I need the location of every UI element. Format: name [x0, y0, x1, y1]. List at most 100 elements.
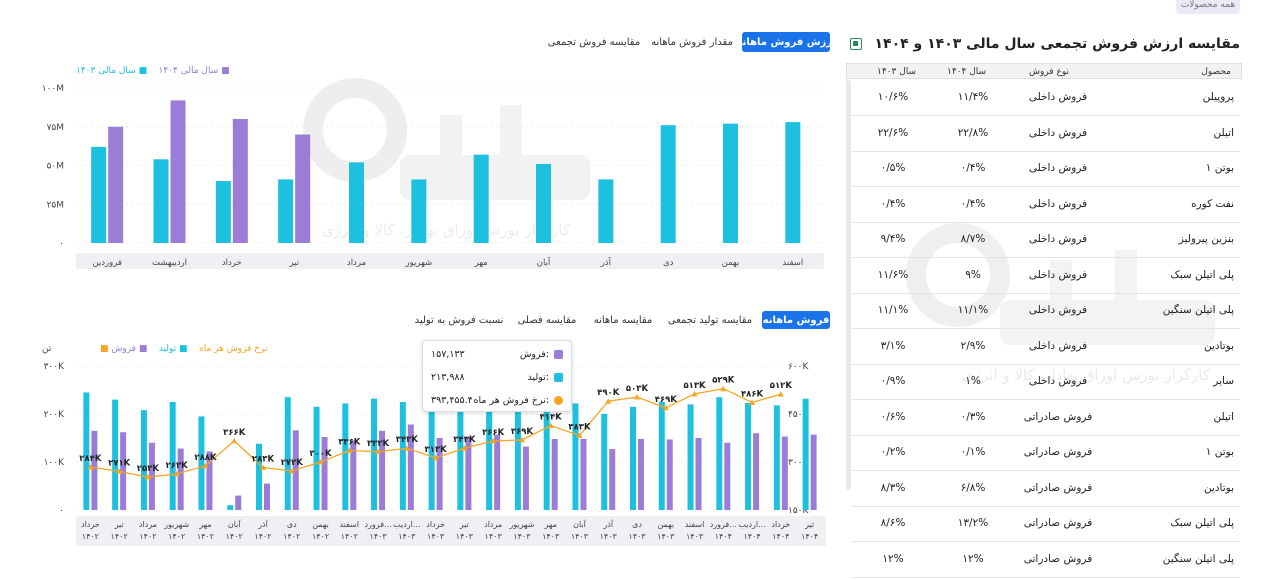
tab-seasonal-compare[interactable]: مقایسه فصلی: [517, 314, 577, 326]
legend-rate[interactable]: ■ نرخ فروش هر ماه: [100, 344, 268, 354]
legend-1404[interactable]: ■ سال مالی ۱۴۰۴: [158, 66, 230, 76]
bar-sales: [350, 440, 357, 510]
y-left-tick-label: ۳۰۰K: [44, 362, 66, 372]
x-tick-year: ۱۴۰۳: [686, 532, 704, 541]
rate-point: [547, 422, 554, 429]
product-cell: بوتن ۱: [1205, 162, 1234, 174]
table-row[interactable]: بوتن ۱ فروش داخلی ۰/۴% ۰/۵%: [852, 151, 1240, 187]
value-1404-cell: ۶/۸%: [960, 481, 986, 494]
y-left-tick-label: ۰: [59, 506, 64, 516]
product-cell: پلی اتیلن سبک: [1170, 268, 1234, 281]
bar-production: [486, 398, 493, 510]
th-product: محصول: [1201, 67, 1231, 77]
x-tick-year: ۱۴۰۳: [456, 532, 474, 541]
tab-monthly-sales-amount[interactable]: مقدار فروش ماهانه: [651, 36, 733, 48]
rate-point: [461, 445, 468, 451]
legend-sales[interactable]: ■ فروش: [111, 344, 148, 354]
tooltip-rate-label: نرخ فروش هر ماه:: [473, 395, 549, 406]
tab-cumulative-sales-compare[interactable]: مقایسه فروش تجمعی: [547, 36, 641, 48]
rate-point: [777, 391, 784, 397]
y-right-tick-label: ۶۰۰K: [788, 362, 810, 372]
table-row[interactable]: پلی اتیلن سبک فروش صادراتی ۱۳/۲% ۸/۶%: [852, 506, 1240, 542]
tab-monthly-sales-value[interactable]: ارزش فروش ماهانه: [737, 32, 835, 52]
bar-sales: [235, 495, 242, 510]
table-row[interactable]: بوتن ۱ فروش صادراتی ۰/۱% ۰/۲%: [852, 435, 1240, 471]
bar-sales: [753, 433, 760, 510]
table-row[interactable]: بنزین پیرولیز فروش داخلی ۸/۷% ۹/۴%: [852, 222, 1240, 258]
table-scrollbar[interactable]: [846, 80, 851, 490]
table-title: مقایسه ارزش فروش تجمعی سال مالی ۱۴۰۳ و ۱…: [874, 36, 1240, 52]
value-1403-cell: ۱۰/۶%: [877, 91, 909, 103]
x-tick-label: تیر: [288, 258, 299, 268]
rate-data-label: ۵۰۳K: [626, 384, 649, 394]
bar-1403: [598, 179, 614, 243]
value-1403-cell: ۱۲%: [882, 552, 904, 565]
bar-production: [572, 403, 579, 510]
table-row[interactable]: پلی اتیلن سنگین فروش صادراتی ۱۲% ۱۲%: [852, 542, 1240, 578]
value-1404-cell: ۱%: [965, 375, 981, 387]
x-tick-month: اسفند: [340, 520, 360, 529]
rate-data-label: ۲۸۴K: [79, 454, 102, 464]
x-tick-month: اردیب...: [393, 520, 420, 529]
rate-data-label: ۵۱۳K: [683, 381, 706, 391]
rate-point: [749, 399, 756, 405]
rate-data-label: ۲۸۸K: [194, 453, 217, 463]
table-row[interactable]: پلی اتیلن سبک فروش داخلی ۹% ۱۱/۶%: [852, 258, 1240, 294]
bar-1404: [170, 100, 186, 244]
sale-type-cell: فروش داخلی: [1028, 197, 1088, 210]
rate-point: [432, 454, 439, 461]
x-tick-year: ۱۴۰۲: [139, 532, 156, 541]
x-tick-year: ۱۴۰۳: [398, 532, 416, 541]
value-1403-cell: ۰/۵%: [880, 162, 906, 174]
x-tick-label: آذر: [600, 256, 612, 268]
tab-cumulative-production[interactable]: مقایسه تولید تجمعی: [667, 314, 753, 326]
tab-monthly-compare[interactable]: مقایسه ماهانه: [593, 314, 653, 326]
rate-data-label: ۲۷۱K: [108, 458, 131, 468]
tab-sales-production-ratio[interactable]: نسبت فروش به تولید: [414, 314, 504, 326]
bar-1403: [473, 154, 489, 243]
bar-sales: [781, 436, 788, 510]
x-tick-year: ۱۴۰۴: [743, 532, 760, 541]
y-tick-label: ۷۵M: [47, 123, 64, 133]
all-products-badge[interactable]: همه محصولات: [1176, 0, 1240, 14]
rate-point: [720, 385, 727, 392]
bar-sales: [177, 448, 184, 510]
x-tick-month: آبان: [228, 519, 242, 529]
x-tick-year: ۱۴۰۲: [82, 532, 99, 541]
tab-monthly-sales[interactable]: فروش ماهانه: [762, 311, 830, 329]
rate-data-label: ۵۲۹K: [712, 376, 735, 386]
product-cell: بنزین پیرولیز: [1178, 233, 1234, 245]
bar-production: [198, 416, 205, 510]
legend-production[interactable]: ■ تولید: [158, 344, 188, 354]
table-row[interactable]: اتیلن فروش صادراتی ۰/۳% ۰/۶%: [852, 400, 1240, 436]
x-tick-label: اسفند: [782, 258, 803, 268]
bar-sales: [695, 438, 702, 510]
rate-point: [144, 474, 151, 480]
rate-point: [87, 464, 94, 470]
excel-export-icon[interactable]: [850, 38, 862, 50]
product-cell: پلی اتیلن سبک: [1170, 517, 1234, 529]
table-row[interactable]: پروپیلن فروش داخلی ۱۱/۴% ۱۰/۶%: [852, 80, 1240, 116]
bar-production: [284, 397, 291, 510]
table-row[interactable]: پلی اتیلن سنگین فروش داخلی ۱۱/۱% ۱۱/۱%: [852, 293, 1240, 329]
value-1404-cell: ۲۲/۸%: [957, 126, 989, 139]
legend-1403[interactable]: ■ سال مالی ۱۴۰۳: [76, 66, 148, 76]
x-tick-label: خرداد: [222, 258, 242, 268]
rate-point: [490, 437, 497, 444]
rate-data-label: ۴۹۰K: [597, 388, 620, 398]
watermark-tagline: کارگزار بورس اوراق بهادار، کالا و انرژی: [322, 221, 571, 239]
bar-production: [630, 406, 636, 510]
sale-type-cell: فروش صادراتی: [1023, 552, 1093, 565]
table-row[interactable]: بوتادین فروش داخلی ۲/۹% ۳/۱%: [852, 329, 1240, 365]
x-tick-year: ۱۴۰۳: [513, 532, 531, 541]
rate-point: [288, 467, 295, 474]
table-row[interactable]: اتیلن فروش داخلی ۲۲/۸% ۲۲/۶%: [852, 116, 1240, 152]
table-row[interactable]: بوتادین فروش صادراتی ۶/۸% ۸/۳%: [852, 471, 1240, 507]
x-tick-month: بهمن: [657, 520, 674, 529]
table-row[interactable]: نفت کوره فروش داخلی ۰/۴% ۰/۴%: [852, 187, 1240, 223]
rate-point: [346, 447, 353, 453]
table-row[interactable]: سایر فروش داخلی ۱% ۰/۹%: [852, 364, 1240, 400]
bar-sales: [609, 449, 616, 510]
value-1404-cell: ۱۲%: [962, 552, 984, 565]
bar-sales: [666, 439, 673, 510]
